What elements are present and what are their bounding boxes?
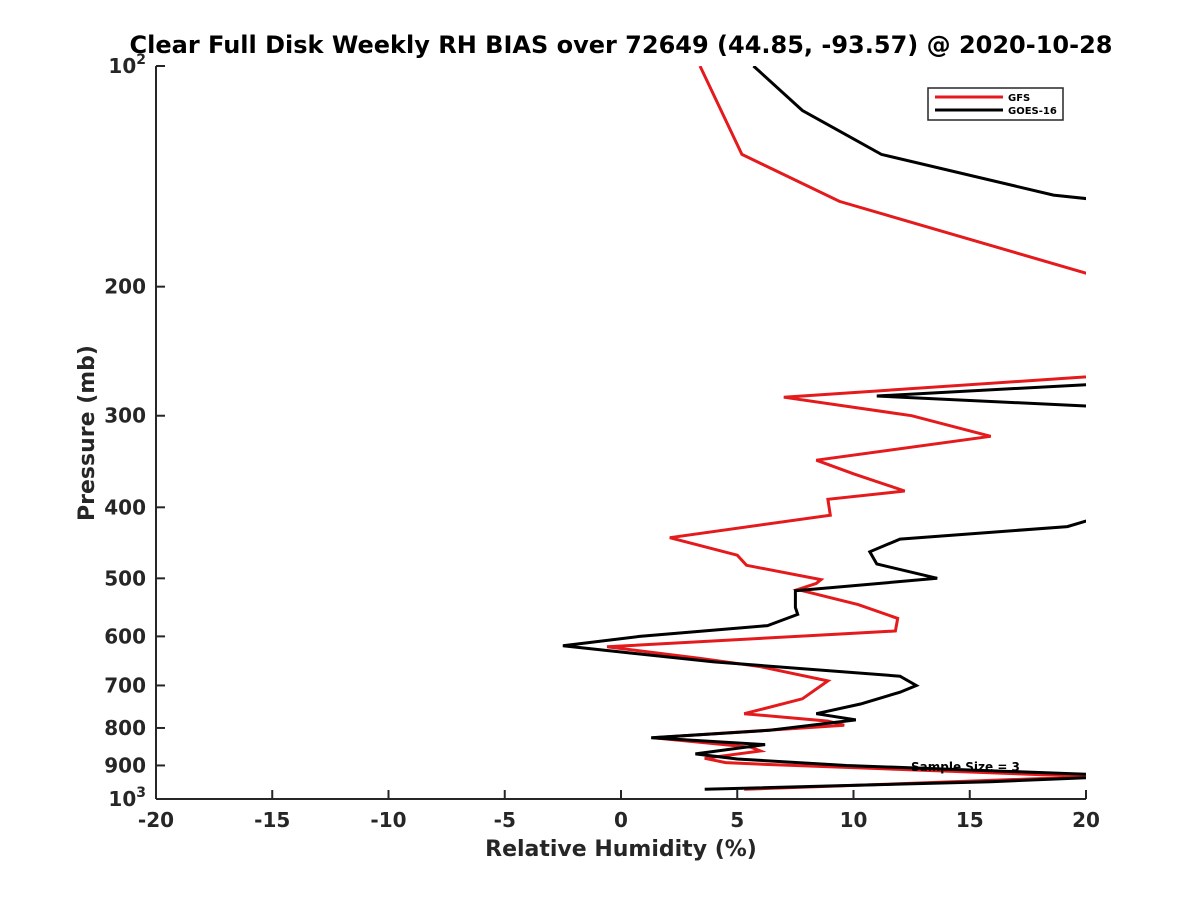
x-tick-label: -15 [254, 808, 290, 832]
y-tick-label: 200 [104, 275, 146, 299]
legend-label-goes16: GOES-16 [1008, 106, 1057, 117]
x-tick-label: 10 [840, 808, 868, 832]
y-tick-group: 102 200 300 400 500 600 700 800 900 103 [104, 52, 165, 811]
legend-box [927, 87, 1064, 121]
y-tick-label: 800 [104, 716, 146, 740]
y-tick-label: 500 [104, 566, 146, 590]
series-line-gfs [606, 66, 1086, 791]
x-tick-label: 5 [730, 808, 744, 832]
legend-label-gfs: GFS [1008, 93, 1030, 104]
series-layer [562, 66, 1086, 791]
x-tick-label: -20 [138, 808, 174, 832]
y-tick-label: 900 [104, 753, 146, 777]
y-axis-label: Pressure (mb) [75, 345, 100, 521]
x-tick-label: -5 [494, 808, 516, 832]
y-tick-label: 600 [104, 624, 146, 648]
chart-title: Clear Full Disk Weekly RH BIAS over 7264… [130, 31, 1113, 59]
x-tick-group: -20 -15 -10 -5 0 5 10 15 20 [138, 790, 1100, 832]
x-tick-label: 15 [956, 808, 984, 832]
y-tick-label: 400 [104, 495, 146, 519]
series-line-goes-16 [562, 66, 1086, 791]
y-tick-label: 102 [108, 52, 146, 78]
x-tick-label: 0 [614, 808, 628, 832]
legend: GFS GOES-16 [927, 87, 1064, 121]
y-tick-label: 103 [108, 785, 146, 811]
sample-size-annotation: Sample Size = 3 [911, 760, 1020, 774]
x-axis-label: Relative Humidity (%) [485, 837, 757, 862]
y-tick-label: 700 [104, 673, 146, 697]
axes-layer [155, 66, 1086, 800]
x-tick-label: 20 [1072, 808, 1100, 832]
x-tick-label: -10 [370, 808, 406, 832]
y-tick-label: 300 [104, 404, 146, 428]
